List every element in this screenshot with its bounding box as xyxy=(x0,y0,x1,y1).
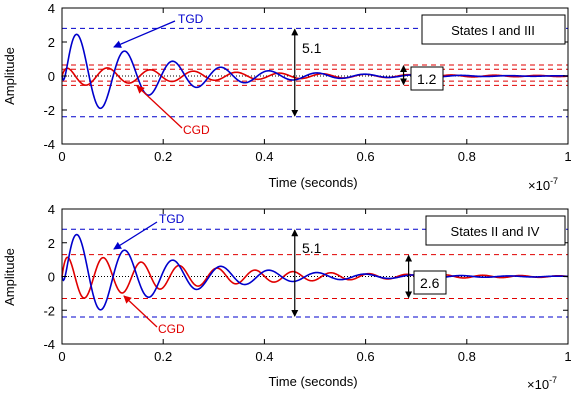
axis-ticks: 0 0.2 0.4 0.6 0.8 1 -4 -2 0 2 4 xyxy=(43,202,571,364)
y-axis-label: Amplitude xyxy=(2,248,17,306)
y-axis-label: Amplitude xyxy=(2,47,17,105)
span-label-2-6: 2.6 xyxy=(420,275,440,291)
x-tick-label: 0 xyxy=(58,149,65,164)
y-tick-label: 4 xyxy=(48,202,55,217)
y-tick-label: 4 xyxy=(48,1,55,16)
y-tick-label: -4 xyxy=(43,337,55,352)
x-tick-label: 0.2 xyxy=(154,149,172,164)
x-tick-label: 0.8 xyxy=(458,149,476,164)
y-tick-label: 2 xyxy=(48,236,55,251)
x-tick-label: 0.2 xyxy=(154,349,172,364)
y-tick-label: -4 xyxy=(43,137,55,152)
y-tick-label: 0 xyxy=(48,69,55,84)
span-label-1-2: 1.2 xyxy=(417,71,437,87)
y-tick-label: 0 xyxy=(48,270,55,285)
span-label-2-6-box xyxy=(413,270,447,295)
x-exponent: ×10-7 xyxy=(527,375,557,392)
tgd-arrow xyxy=(113,20,176,48)
series-lines xyxy=(61,233,569,311)
legend-label: States I and III xyxy=(451,23,535,38)
tgd-label: TGD xyxy=(159,212,185,226)
legend-box xyxy=(425,215,566,246)
x-tick-label: 0 xyxy=(58,349,65,364)
cgd-label: CGD xyxy=(158,322,185,336)
x-tick-label: 1 xyxy=(564,349,571,364)
span-label-1-2-box xyxy=(410,66,444,91)
tgd-arrow xyxy=(113,221,158,250)
x-tick-label: 0.6 xyxy=(357,149,375,164)
tgd-series-line xyxy=(61,233,569,311)
y-tick-label: 2 xyxy=(48,35,55,50)
envelope-lines xyxy=(62,27,568,118)
x-tick-label: 0.4 xyxy=(255,349,273,364)
y-tick-label: -2 xyxy=(43,103,55,118)
x-tick-label: 1 xyxy=(564,149,571,164)
span-label-5-1: 5.1 xyxy=(302,40,322,56)
x-axis-label: Time (seconds) xyxy=(268,175,357,190)
cgd-arrow xyxy=(123,295,158,328)
chart-panel-bottom: 0 0.2 0.4 0.6 0.8 1 -4 -2 0 2 4 Amplitude Time (se… xyxy=(2,202,572,392)
x-exponent: ×10-7 xyxy=(528,176,558,193)
legend-label: States II and IV xyxy=(451,224,540,239)
x-tick-label: 0.8 xyxy=(458,349,476,364)
chart-panel-top: 0 0.2 0.4 0.6 0.8 1 -4 -2 0 2 4 Amplitude Time (se… xyxy=(2,1,572,193)
x-tick-label: 0.4 xyxy=(255,149,273,164)
tgd-label: TGD xyxy=(178,12,204,26)
cgd-arrow xyxy=(136,85,183,129)
span-label-5-1: 5.1 xyxy=(302,240,322,256)
cgd-series-line xyxy=(61,256,569,299)
axis-ticks: 0 0.2 0.4 0.6 0.8 1 -4 -2 0 2 4 xyxy=(43,1,571,164)
x-axis-label: Time (seconds) xyxy=(268,374,357,389)
y-tick-label: -2 xyxy=(43,303,55,318)
cgd-label: CGD xyxy=(183,123,210,137)
x-tick-label: 0.6 xyxy=(357,349,375,364)
legend-box xyxy=(421,14,566,45)
